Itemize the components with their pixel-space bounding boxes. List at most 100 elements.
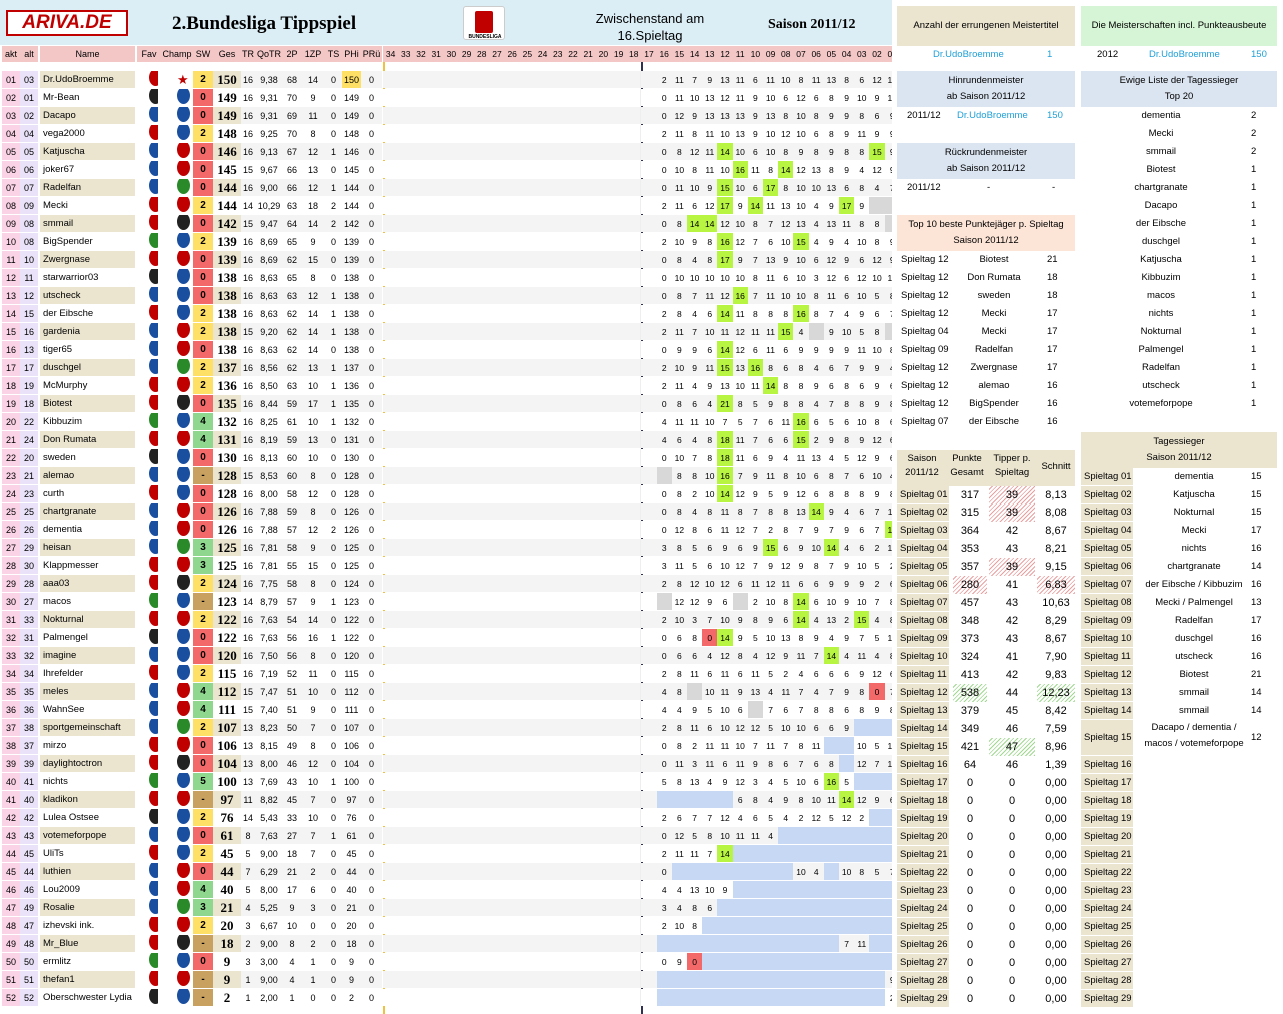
player-name[interactable]: dementia xyxy=(40,521,135,538)
player-name[interactable]: tiger65 xyxy=(40,341,135,358)
player-name[interactable]: Klappmesser xyxy=(40,557,135,574)
player-name[interactable]: aaa03 xyxy=(40,575,135,592)
table-row[interactable]: 23 21 alemao -128 15 8,53 60 8 0 128 0 8 8 10 16 7 9 11 8 1… xyxy=(0,467,892,485)
table-row[interactable]: 38 37 mirzo 0 106 13 8,15 49 8 0 106 0 0 8 2 11 11 10 7 11 7… xyxy=(0,737,892,755)
player-name[interactable]: McMurphy xyxy=(40,377,135,394)
table-row[interactable]: 15 16 gardenia 2 138 15 9,20 62 14 1 138 0 2 11 7 10 11 1… xyxy=(0,323,892,341)
hinrunde-name[interactable]: Dr.UdoBroemme xyxy=(957,110,1028,121)
table-row[interactable]: 36 36 WahnSee 4 111 15 7,40 51 9 0 111 0 4 4 9 5 10 6 7 6 7 8… xyxy=(0,701,892,719)
table-row[interactable]: 09 08 smmail 0 142 15 9,47 64 14 2 142 0 0 8 14 14 12 10 8… xyxy=(0,215,892,233)
player-name[interactable]: sportgemeinschaft xyxy=(40,719,135,736)
table-row[interactable]: 25 25 chartgranate 0 126 16 7,88 59 8 0 126 0 0 8 4 8 11… xyxy=(0,503,892,521)
table-row[interactable]: 10 08 BigSpender 2 139 16 8,69 65 9 0 139 0 2 10 9 8 16 1… xyxy=(0,233,892,251)
player-name[interactable]: Dr.UdoBroemme xyxy=(40,71,135,88)
player-name[interactable]: Oberschwester Lydia xyxy=(40,989,135,1006)
table-row[interactable]: 40 41 nichts 5 100 13 7,69 43 10 1 100 0 5 8 13 4 9 12 3 4 5… xyxy=(0,773,892,791)
table-row[interactable]: 19 18 Biotest 0 135 16 8,44 59 17 1 135 0 0 8 6 4 21 8 5 9 8… xyxy=(0,395,892,413)
player-name[interactable]: WahnSee xyxy=(40,701,135,718)
table-row[interactable]: 35 35 meles 4 112 15 7,47 51 10 0 112 0 4 8 10 11 9 13 4 11… xyxy=(0,683,892,701)
player-name[interactable]: Zwergnase xyxy=(40,251,135,268)
table-row[interactable]: 33 32 imagine 0 120 16 7,50 56 8 0 120 0 0 6 6 4 12 8 4 12 9… xyxy=(0,647,892,665)
player-name[interactable]: UliTs xyxy=(40,845,135,862)
player-name[interactable]: Mr_Blue xyxy=(40,935,135,952)
player-name[interactable]: Nokturnal xyxy=(40,611,135,628)
player-name[interactable]: Biotest xyxy=(40,395,135,412)
player-name[interactable]: ermlitz xyxy=(40,953,135,970)
ariva-logo[interactable]: ARIVA.DE xyxy=(6,10,128,36)
player-name[interactable]: chartgranate xyxy=(40,503,135,520)
player-name[interactable]: Lou2009 xyxy=(40,881,135,898)
player-name[interactable]: nichts xyxy=(40,773,135,790)
player-name[interactable]: Palmengel xyxy=(40,629,135,646)
table-row[interactable]: 37 38 sportgemeinschaft 2 107 13 8,23 50 7 0 107 0 2… xyxy=(0,719,892,737)
player-name[interactable]: kladikon xyxy=(40,791,135,808)
table-row[interactable]: 24 23 curth 0 128 16 8,00 58 12 0 128 0 0 8 2 10 14 12 9 5 9… xyxy=(0,485,892,503)
table-row[interactable]: 04 04 vega2000 2 148 16 9,25 70 8 0 148 0 2 11 8 11 10 13… xyxy=(0,125,892,143)
player-name[interactable]: smmail xyxy=(40,215,135,232)
table-row[interactable]: 01 03 Dr.UdoBroemme ★ 2 150 16 9,38 68 14 0 150 0 2 11… xyxy=(0,71,892,89)
player-name[interactable]: thefan1 xyxy=(40,971,135,988)
table-row[interactable]: 16 13 tiger65 0 138 16 8,63 62 14 0 138 0 0 9 9 6 14 12 6 1… xyxy=(0,341,892,359)
player-name[interactable]: Rosalie xyxy=(40,899,135,916)
table-row[interactable]: 07 07 Radelfan 0 144 16 9,00 66 12 1 144 0 0 11 10 9 15 1… xyxy=(0,179,892,197)
player-name[interactable]: Ihrefelder xyxy=(40,665,135,682)
player-name[interactable]: Radelfan xyxy=(40,179,135,196)
player-name[interactable]: heisan xyxy=(40,539,135,556)
player-name[interactable]: joker67 xyxy=(40,161,135,178)
table-row[interactable]: 31 33 Nokturnal 2 122 16 7,63 54 14 0 122 0 2 10 3 7 10 9… xyxy=(0,611,892,629)
player-name[interactable]: imagine xyxy=(40,647,135,664)
player-name[interactable]: Don Rumata xyxy=(40,431,135,448)
table-row[interactable]: 34 34 Ihrefelder 2 115 16 7,19 52 11 0 115 0 2 8 11 6 11… xyxy=(0,665,892,683)
player-name[interactable]: votemeforpope xyxy=(40,827,135,844)
player-name[interactable]: meles xyxy=(40,683,135,700)
table-row[interactable]: 22 20 sweden 0 130 16 8,13 60 10 0 130 0 0 10 7 8 18 11 6 9… xyxy=(0,449,892,467)
table-row[interactable]: 13 12 utscheck 0 138 16 8,63 63 12 1 138 0 0 8 7 11 12 16… xyxy=(0,287,892,305)
table-row[interactable]: 47 49 Rosalie 3 21 4 5,25 9 3 0 21 0 3 4 8 6 xyxy=(0,899,892,917)
player-name[interactable]: Mecki xyxy=(40,197,135,214)
table-row[interactable]: 48 47 izhevski ink. 2 20 3 6,67 10 0 0 20 0 2 10 8 xyxy=(0,917,892,935)
table-row[interactable]: 02 01 Mr-Bean 0 149 16 9,31 70 9 0 149 0 0 11 10 13 12 11… xyxy=(0,89,892,107)
player-name[interactable]: gardenia xyxy=(40,323,135,340)
table-row[interactable]: 08 09 Mecki 2 144 14 10,29 63 18 2 144 0 2 11 6 12 17 9 14… xyxy=(0,197,892,215)
table-row[interactable]: 41 40 kladikon -97 11 8,82 45 7 0 97 0 6 8 4 9 8 10 11 14 1… xyxy=(0,791,892,809)
player-name[interactable]: der Eibsche xyxy=(40,305,135,322)
table-row[interactable]: 44 45 UliTs 2 45 5 9,00 18 7 0 45 0 2 11 11 7 14 xyxy=(0,845,892,863)
table-row[interactable]: 32 31 Palmengel 0 122 16 7,63 56 16 1 122 0 0 6 8 0 14 9 5… xyxy=(0,629,892,647)
table-row[interactable]: 18 19 McMurphy 2 136 16 8,50 63 10 1 136 0 2 11 4 9 13 10… xyxy=(0,377,892,395)
player-name[interactable]: curth xyxy=(40,485,135,502)
player-name[interactable]: utscheck xyxy=(40,287,135,304)
player-name[interactable]: izhevski ink. xyxy=(40,917,135,934)
meister-pkt-name[interactable]: Dr.UdoBroemme xyxy=(1149,49,1220,60)
table-row[interactable]: 20 22 Kibbuzim 4 132 16 8,25 61 10 1 132 0 4 11 11 10 7 5… xyxy=(0,413,892,431)
table-row[interactable]: 50 50 ermlitz 0 9 3 3,00 4 1 0 9 0 0 9 0 xyxy=(0,953,892,971)
player-name[interactable]: Mr-Bean xyxy=(40,89,135,106)
table-row[interactable]: 43 43 votemeforpope 0 61 8 7,63 27 7 1 61 0 0 12 5 8 10 1… xyxy=(0,827,892,845)
table-row[interactable]: 26 26 dementia 0 126 16 7,88 57 12 2 126 0 0 12 8 6 11 12… xyxy=(0,521,892,539)
player-name[interactable]: luthien xyxy=(40,863,135,880)
player-name[interactable]: alemao xyxy=(40,467,135,484)
table-row[interactable]: 42 42 Lulea Ostsee 2 76 14 5,43 33 10 0 76 0 2 6 7 7 12 4… xyxy=(0,809,892,827)
table-row[interactable]: 06 06 joker67 0 145 15 9,67 66 13 0 145 0 0 10 8 11 10 16… xyxy=(0,161,892,179)
table-row[interactable]: 49 48 Mr_Blue -18 2 9,00 8 2 0 18 0 7 11 xyxy=(0,935,892,953)
player-name[interactable]: sweden xyxy=(40,449,135,466)
player-name[interactable]: daylightoctron xyxy=(40,755,135,772)
player-name[interactable]: Lulea Ostsee xyxy=(40,809,135,826)
player-name[interactable]: duschgel xyxy=(40,359,135,376)
table-row[interactable]: 29 28 aaa03 2 124 16 7,75 58 8 0 124 0 2 8 12 10 12 6 11 12… xyxy=(0,575,892,593)
player-name[interactable]: vega2000 xyxy=(40,125,135,142)
table-row[interactable]: 39 39 daylightoctron 0 104 13 8,00 46 12 0 104 0 0 11… xyxy=(0,755,892,773)
table-row[interactable]: 03 02 Dacapo 0 149 16 9,31 69 11 0 149 0 0 12 9 13 13 13 9… xyxy=(0,107,892,125)
table-row[interactable]: 17 17 duschgel 2 137 16 8,56 62 13 1 137 0 2 10 9 11 15 1… xyxy=(0,359,892,377)
table-row[interactable]: 30 27 macos -123 14 8,79 57 9 1 123 0 12 12 9 6 2 10 8 14 6… xyxy=(0,593,892,611)
table-row[interactable]: 21 24 Don Rumata 4 131 16 8,19 59 13 0 131 0 4 6 4 8 18 1… xyxy=(0,431,892,449)
player-name[interactable]: BigSpender xyxy=(40,233,135,250)
player-name[interactable]: Katjuscha xyxy=(40,143,135,160)
table-row[interactable]: 12 11 starwarrior03 0 138 16 8,63 65 8 0 138 0 0 10 10… xyxy=(0,269,892,287)
table-row[interactable]: 46 46 Lou2009 4 40 5 8,00 17 6 0 40 0 4 4 13 10 9 xyxy=(0,881,892,899)
table-row[interactable]: 28 30 Klappmesser 3 125 16 7,81 55 15 0 125 0 3 11 5 6 1… xyxy=(0,557,892,575)
table-row[interactable]: 11 10 Zwergnase 0 139 16 8,69 62 15 0 139 0 0 8 4 8 17 9 7… xyxy=(0,251,892,269)
player-name[interactable]: starwarrior03 xyxy=(40,269,135,286)
table-row[interactable]: 27 29 heisan 3 125 16 7,81 58 9 0 125 0 3 8 5 6 9 6 9 15 6 9 1… xyxy=(0,539,892,557)
